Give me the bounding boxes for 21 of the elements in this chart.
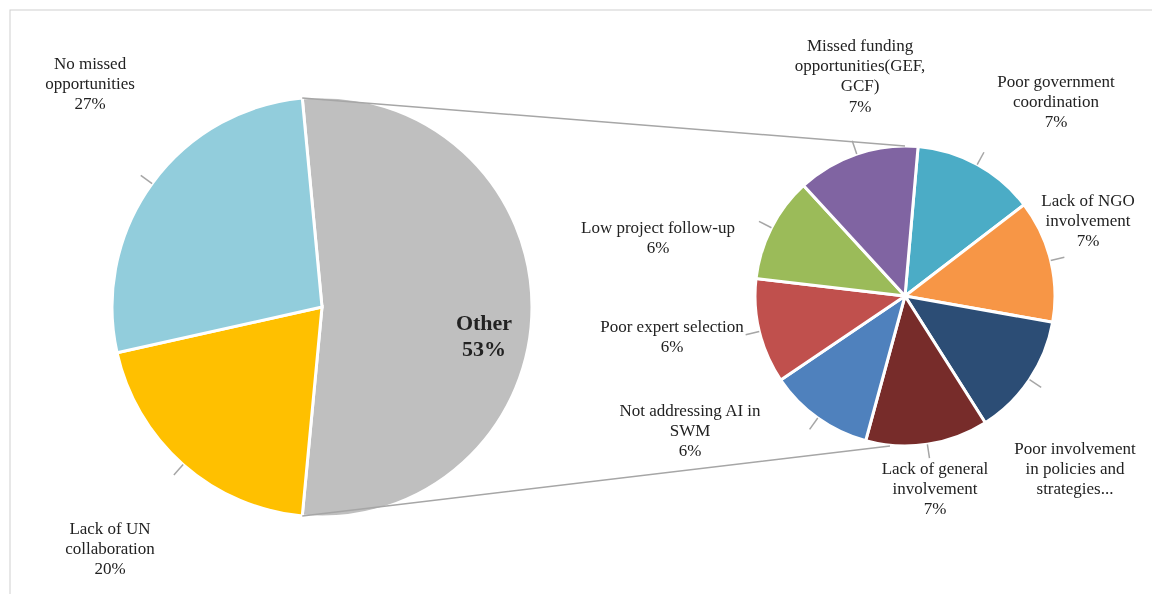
- data-label: 6%: [646, 238, 670, 257]
- slice-label: Lack of NGO involvement: [1041, 190, 1135, 230]
- slice-label: Poor government coordination: [997, 71, 1116, 111]
- slice-label: No missed opportunities: [45, 53, 135, 93]
- data-label: 20%: [94, 559, 126, 579]
- slice-label: Lack of UN collaboration: [65, 518, 156, 558]
- data-label: 7%: [848, 96, 872, 116]
- slice-label: Poor expert selection: [600, 316, 745, 336]
- data-label: 6%: [660, 337, 684, 356]
- slice-label: Lack of general involvement: [881, 458, 989, 498]
- data-label: 7%: [1076, 231, 1100, 251]
- slice-label: Missed funding opportunities(GEF, GCF): [794, 35, 926, 96]
- data-label: 27%: [74, 94, 106, 114]
- slice-label: Not addressing AI in SWM: [619, 400, 762, 440]
- data-label: 53%: [462, 336, 506, 361]
- data-label: 7%: [1044, 112, 1068, 132]
- data-label: 7%: [923, 499, 947, 519]
- data-label: 6%: [678, 441, 702, 461]
- slice-label: Poor involvement in policies and strategies...: [1014, 438, 1136, 499]
- slice-label: Low project follow-up: [581, 217, 735, 237]
- slice-label: Other: [455, 309, 513, 335]
